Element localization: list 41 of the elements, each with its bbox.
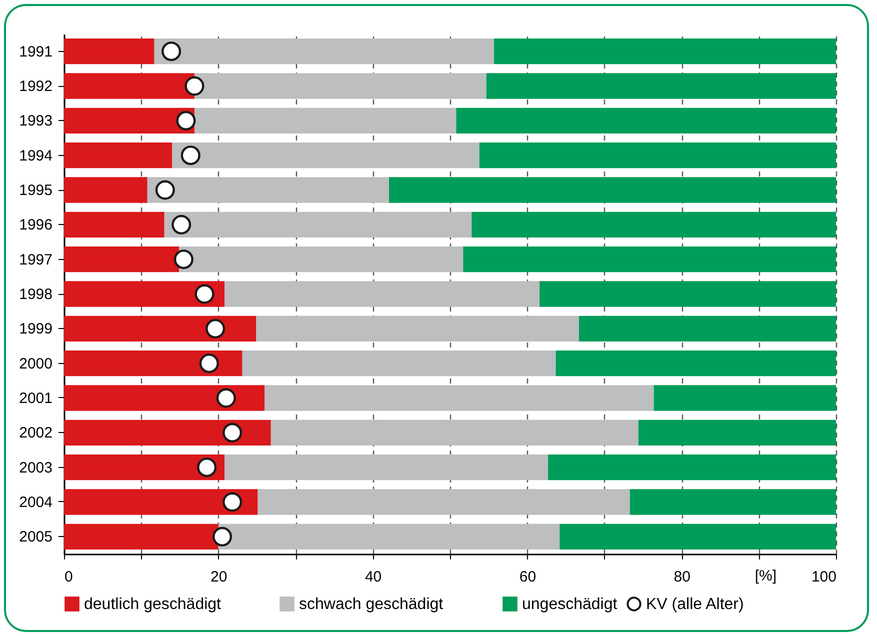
point bbox=[222, 422, 242, 442]
point bbox=[222, 492, 242, 512]
point bbox=[176, 110, 196, 130]
x-tick-label: 0 bbox=[64, 568, 73, 586]
y-tick-label: 1997 bbox=[19, 251, 52, 268]
x-tick-label: 80 bbox=[674, 568, 690, 586]
point bbox=[172, 214, 192, 234]
y-tick-label: 1998 bbox=[19, 286, 52, 303]
point bbox=[162, 42, 182, 62]
legend-label: ungeschädigt bbox=[522, 596, 618, 613]
legend-label: deutlich geschädigt bbox=[84, 596, 222, 613]
point bbox=[197, 458, 217, 478]
y-tick-label: 2005 bbox=[19, 528, 52, 546]
y-tick-label: 1995 bbox=[19, 182, 52, 199]
y-tick-label: 1994 bbox=[19, 147, 52, 164]
point bbox=[216, 388, 236, 408]
y-tick-label: 2000 bbox=[19, 355, 52, 372]
point bbox=[199, 354, 219, 374]
x-tick-label: 100 bbox=[811, 568, 836, 586]
y-tick-label: 1993 bbox=[19, 112, 52, 130]
point bbox=[194, 284, 214, 304]
point bbox=[206, 318, 226, 338]
y-tick-label: 2002 bbox=[19, 424, 52, 442]
x-axis-title: [%] bbox=[754, 568, 776, 584]
y-tick-label: 2003 bbox=[19, 459, 52, 476]
x-tick-label: 40 bbox=[364, 568, 382, 586]
y-tick-label: 1999 bbox=[19, 320, 52, 338]
legend-label: schwach geschädigt bbox=[299, 596, 444, 613]
y-tick-label: 2004 bbox=[19, 494, 52, 511]
legend-label: KV (alle Alter) bbox=[646, 596, 744, 613]
point bbox=[174, 250, 194, 270]
x-tick-label: 20 bbox=[210, 568, 228, 586]
y-tick-label: 1996 bbox=[19, 216, 52, 234]
point bbox=[155, 180, 175, 200]
x-tick-label: 60 bbox=[519, 568, 536, 586]
point bbox=[212, 526, 232, 546]
y-tick-label: 1992 bbox=[19, 78, 52, 95]
point bbox=[184, 76, 204, 96]
y-tick-label: 1991 bbox=[19, 43, 52, 60]
y-tick-label: 2001 bbox=[19, 390, 52, 407]
point bbox=[180, 146, 200, 166]
